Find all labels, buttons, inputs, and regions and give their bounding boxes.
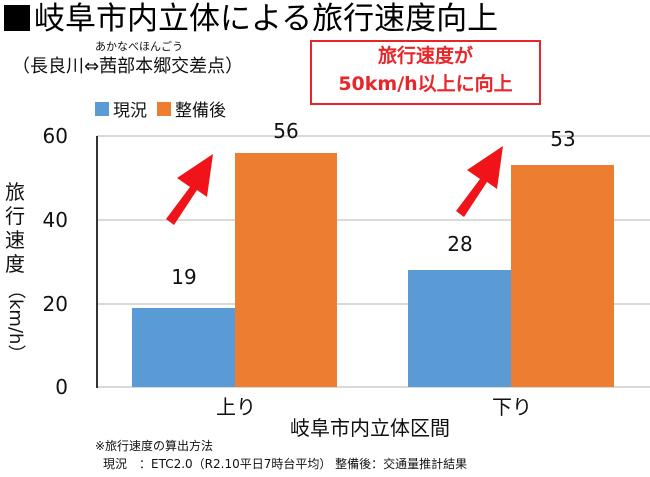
y-axis-unit: （km/h） (5, 281, 26, 363)
gridline (97, 135, 650, 137)
legend-swatch-orange-icon (157, 101, 171, 116)
y-axis-line (96, 136, 98, 388)
callout-line1: 旅行速度が (377, 45, 473, 67)
bar-up-after (235, 153, 337, 387)
subtitle: （長良川⇔茜部本郷交差点） (12, 56, 244, 77)
square-bullet-icon (4, 5, 30, 31)
bar-down-after (511, 165, 614, 387)
y-tick: 0 (55, 375, 68, 399)
y-tick: 40 (42, 208, 68, 232)
legend: 現況 整備後 (95, 96, 236, 121)
y-tick: 60 (42, 124, 68, 148)
gridline (97, 303, 650, 305)
red-up-arrow-icon (456, 146, 503, 217)
legend-item-current: 現況 (95, 96, 147, 121)
y-tick: 20 (42, 292, 68, 316)
legend-swatch-blue-icon (95, 101, 109, 116)
callout-box: 旅行速度が 50km/h以上に向上 (310, 40, 541, 105)
red-up-arrow-icon (166, 154, 213, 225)
data-label: 28 (447, 232, 473, 256)
method-note-detail: 現況 ：ETC2.0（R2.10平日7時台平均） 整備後：交通量推計結果 (103, 457, 468, 471)
callout-line2: 50km/h以上に向上 (338, 73, 513, 95)
data-label: 53 (550, 127, 576, 151)
y-axis-label: 旅行速度 （km/h） (4, 180, 26, 363)
furigana: あかなべほんごう (95, 40, 183, 53)
legend-label: 現況 (113, 101, 147, 121)
y-axis-label-text: 旅行速度 (5, 180, 25, 276)
title-text: 岐阜市内立体による旅行速度向上 (34, 1, 499, 37)
legend-label: 整備後 (175, 101, 226, 121)
bar-down-current (408, 270, 511, 387)
data-label: 19 (171, 265, 197, 289)
page-title: 岐阜市内立体による旅行速度向上 (4, 0, 498, 38)
method-note-heading: ※旅行速度の算出方法 (95, 439, 214, 453)
legend-item-after: 整備後 (157, 96, 226, 121)
x-category: 上り (216, 395, 256, 419)
x-category: 下り (492, 395, 532, 419)
x-axis-title: 岐阜市内立体区間 (290, 416, 450, 440)
x-axis-line (97, 386, 650, 388)
gridline (97, 219, 650, 221)
bar-up-current (132, 308, 235, 387)
data-label: 56 (273, 119, 299, 143)
